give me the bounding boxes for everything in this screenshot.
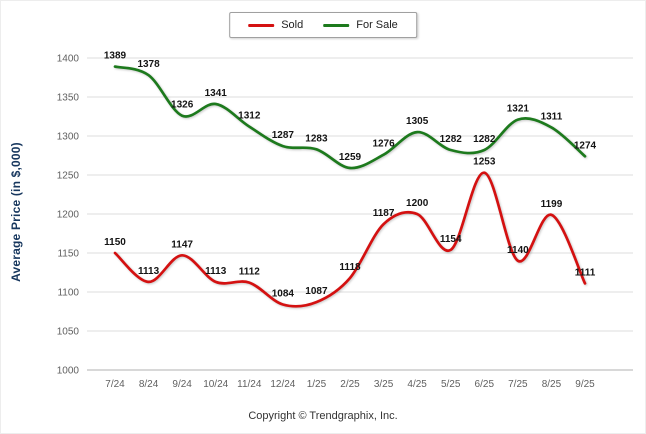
for-sale-line-swatch (323, 23, 350, 27)
data-label-for-sale: 1282 (473, 134, 496, 145)
y-tick-label: 1400 (57, 54, 80, 65)
data-label-for-sale: 1287 (272, 130, 295, 141)
chart-legend: Sold For Sale (229, 12, 417, 38)
x-tick-label: 4/25 (407, 379, 427, 390)
data-label-for-sale: 1321 (507, 104, 530, 115)
y-axis-title: Average Price (in $,000) (9, 142, 24, 282)
y-tick-label: 1250 (57, 171, 80, 182)
x-tick-label: 2/25 (340, 379, 360, 390)
series-line-for-sale (113, 65, 587, 170)
data-label-for-sale: 1305 (406, 116, 429, 127)
legend-label-for-sale: For Sale (356, 19, 398, 31)
x-tick-label: 12/24 (270, 379, 295, 390)
x-tick-label: 9/24 (172, 379, 192, 390)
legend-item-for-sale: For Sale (323, 19, 398, 31)
y-tick-label: 1200 (57, 210, 80, 221)
data-label-sold: 1118 (339, 262, 361, 273)
x-tick-label: 1/25 (307, 379, 327, 390)
y-tick-label: 1150 (57, 249, 79, 260)
data-label-sold: 1199 (541, 199, 563, 210)
y-tick-label: 1300 (57, 132, 80, 143)
data-label-sold: 1154 (440, 234, 462, 245)
series-line-sold (113, 171, 587, 308)
data-label-sold: 1112 (239, 267, 261, 278)
data-label-sold: 1147 (171, 239, 193, 250)
y-tick-label: 1100 (57, 288, 79, 299)
legend-label-sold: Sold (281, 19, 304, 31)
y-tick-label: 1000 (57, 366, 80, 377)
data-label-for-sale: 1311 (541, 111, 563, 122)
data-label-for-sale: 1326 (171, 100, 194, 111)
data-label-for-sale: 1283 (305, 133, 328, 144)
data-label-sold: 1111 (575, 267, 596, 278)
data-label-sold: 1187 (373, 208, 395, 219)
chart-canvas: 1000 1050 1100 1150 1200 1250 1300 1350 1400 7/24… (57, 51, 633, 390)
y-tick-label: 1350 (57, 93, 80, 104)
data-label-for-sale: 1274 (574, 140, 597, 151)
legend-item-sold: Sold (248, 19, 303, 31)
data-label-for-sale: 1282 (440, 134, 463, 145)
x-tick-label: 8/25 (542, 379, 562, 390)
data-label-sold: 1087 (305, 286, 328, 297)
x-tick-label: 6/25 (475, 379, 495, 390)
x-tick-label: 10/24 (203, 379, 228, 390)
x-tick-label: 5/25 (441, 379, 461, 390)
data-label-for-sale: 1378 (137, 59, 160, 70)
sold-line-swatch (248, 23, 275, 27)
data-label-for-sale: 1341 (205, 88, 228, 99)
copyright-text: Copyright © Trendgraphix, Inc. (248, 410, 398, 422)
y-tick-label: 1050 (57, 327, 80, 338)
x-tick-label: 7/24 (105, 379, 125, 390)
data-label-sold: 1200 (406, 198, 429, 209)
x-tick-label: 11/24 (237, 379, 262, 390)
x-tick-label: 7/25 (508, 379, 528, 390)
data-label-sold: 1140 (507, 245, 529, 256)
x-tick-label: 9/25 (575, 379, 595, 390)
data-label-sold: 1113 (205, 266, 227, 277)
data-label-sold: 1084 (272, 288, 295, 299)
data-label-sold: 1150 (104, 237, 126, 248)
data-label-sold: 1113 (138, 266, 160, 277)
x-tick-label: 3/25 (374, 379, 394, 390)
data-label-for-sale: 1389 (104, 51, 127, 62)
data-label-sold: 1253 (473, 157, 496, 168)
data-label-for-sale: 1259 (339, 152, 362, 163)
x-tick-label: 8/24 (139, 379, 159, 390)
data-label-for-sale: 1276 (372, 139, 395, 150)
data-label-for-sale: 1312 (238, 111, 261, 122)
